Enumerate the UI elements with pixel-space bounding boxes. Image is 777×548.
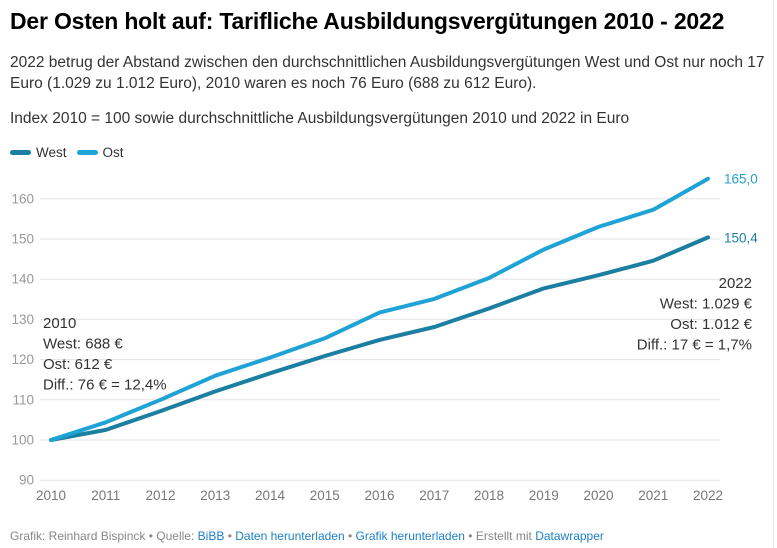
annotation-start-year: 2010 xyxy=(43,315,76,332)
x-axis-ticks: 2010 2011 2012 2013 2014 2015 2016 2017 2018 2019… xyxy=(36,488,723,503)
y-tick-label: 150 xyxy=(11,232,34,247)
footer-credit: Grafik: Reinhard Bispinck xyxy=(10,529,146,543)
annotations: 2010 West: 688 € Ost: 612 € Diff.: 76 € = 1… xyxy=(43,275,753,394)
footer: Grafik: Reinhard Bispinck • Quelle: BiBB… xyxy=(10,529,604,543)
end-value-label-west: 150,4 xyxy=(724,230,758,245)
legend-label-ost: Ost xyxy=(102,145,124,160)
x-tick-label: 2015 xyxy=(310,488,340,503)
legend-swatch-ost xyxy=(76,150,98,155)
source-link-bibb[interactable]: BiBB xyxy=(197,529,225,543)
download-data-link[interactable]: Daten herunterladen xyxy=(235,529,345,543)
end-labels: 150,4 165,0 xyxy=(724,172,758,246)
annotation-start-line: West: 688 € xyxy=(43,336,123,353)
y-tick-label: 130 xyxy=(11,312,34,327)
x-tick-label: 2017 xyxy=(419,488,449,503)
chart-subtitle: Index 2010 = 100 sowie durchschnittliche… xyxy=(10,110,630,127)
annotation-end-year: 2022 xyxy=(719,275,752,292)
footer-source-label: Quelle: xyxy=(156,529,195,543)
end-value-label-ost: 165,0 xyxy=(724,172,758,187)
x-tick-label: 2016 xyxy=(364,488,394,503)
grid-layer xyxy=(40,198,720,481)
annotation-start-line: Diff.: 76 € = 12,4% xyxy=(43,377,167,394)
x-tick-label: 2010 xyxy=(36,488,66,503)
legend-item-ost: Ost xyxy=(76,145,124,160)
series-line-west xyxy=(49,235,710,442)
datawrapper-link[interactable]: Datawrapper xyxy=(535,529,604,543)
footer-separator: • xyxy=(468,529,473,543)
x-tick-label: 2018 xyxy=(474,488,504,503)
chart-title: Der Osten holt auf: Tarifliche Ausbildun… xyxy=(10,8,725,34)
x-tick-label: 2021 xyxy=(638,488,668,503)
y-tick-label: 160 xyxy=(11,191,34,206)
annotation-end-line: Ost: 1.012 € xyxy=(670,316,752,333)
footer-made-with: Erstellt mit xyxy=(475,529,532,543)
series-line-ost xyxy=(49,176,710,442)
legend-swatch-west xyxy=(10,150,31,155)
line-chart: 90 100 110 120 130 140 150 160 2010 2011 2012 2013… xyxy=(11,172,758,503)
download-chart-link[interactable]: Grafik herunterladen xyxy=(355,529,465,543)
x-tick-label: 2012 xyxy=(145,488,175,503)
chart-description: 2022 betrug der Abstand zwischen den dur… xyxy=(10,54,765,92)
x-tick-label: 2011 xyxy=(91,488,120,503)
annotation-start-line: Ost: 612 € xyxy=(43,356,113,373)
x-tick-label: 2013 xyxy=(200,488,230,503)
y-tick-label: 140 xyxy=(11,272,34,287)
legend-label-west: West xyxy=(36,145,67,160)
x-tick-label: 2014 xyxy=(255,488,286,503)
legend: West Ost xyxy=(10,145,134,160)
y-tick-label: 120 xyxy=(11,352,34,367)
x-tick-label: 2020 xyxy=(583,488,613,503)
annotation-end-line: Diff.: 17 € = 1,7% xyxy=(637,337,752,354)
annotation-end-line: West: 1.029 € xyxy=(660,296,753,313)
y-tick-label: 90 xyxy=(19,473,34,488)
footer-separator: • xyxy=(148,529,153,543)
legend-item-west: West xyxy=(10,145,67,160)
y-tick-label: 100 xyxy=(11,433,34,448)
y-axis-ticks: 90 100 110 120 130 140 150 160 xyxy=(11,191,34,487)
series-lines xyxy=(49,176,710,442)
y-tick-label: 110 xyxy=(12,392,34,407)
footer-separator: • xyxy=(227,529,232,543)
x-tick-label: 2022 xyxy=(693,488,723,503)
x-tick-label: 2019 xyxy=(529,488,559,503)
footer-separator: • xyxy=(348,529,353,543)
